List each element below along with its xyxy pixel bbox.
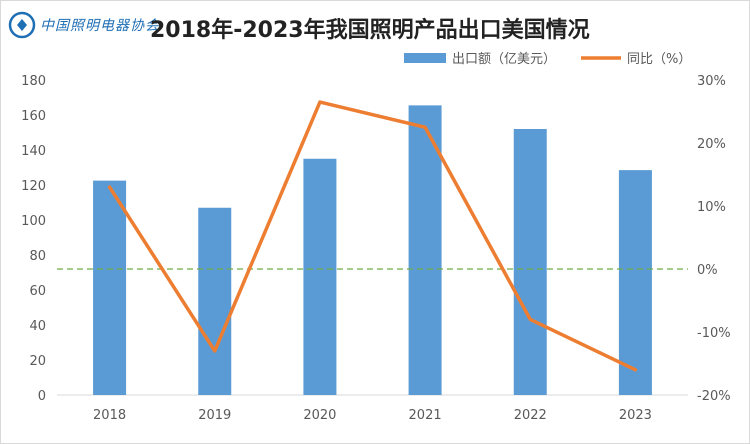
legend-line-label: 同比（%） xyxy=(627,52,691,67)
export-value-bar xyxy=(198,207,232,395)
right-axis-tick-label: 10% xyxy=(697,200,726,215)
association-logo: 中国照明电器协会 xyxy=(8,10,160,40)
right-axis-tick-label: 20% xyxy=(697,137,726,152)
right-axis-tick-label: 30% xyxy=(697,74,726,89)
logo-text: 中国照明电器协会 xyxy=(40,18,160,34)
left-axis-tick-label: 180 xyxy=(21,74,46,89)
export-value-bar xyxy=(408,105,442,395)
left-axis-tick-label: 140 xyxy=(21,144,46,159)
legend: 出口额（亿美元） 同比（%） xyxy=(404,52,691,67)
right-y-axis: -20% -10% 0% 10% 20% 30% xyxy=(697,74,731,404)
export-value-bar xyxy=(618,170,652,395)
export-value-bar xyxy=(303,158,337,395)
right-axis-tick-label: -20% xyxy=(697,389,731,404)
legend-bar-swatch xyxy=(404,53,446,63)
left-axis-tick-label: 160 xyxy=(21,109,46,124)
left-axis-tick-label: 60 xyxy=(29,284,46,299)
x-axis-tick-label: 2021 xyxy=(409,408,442,423)
bar-series xyxy=(93,105,652,395)
left-y-axis: 0 20 40 60 80 100 120 140 160 180 xyxy=(21,74,46,404)
left-axis-tick-label: 80 xyxy=(29,249,46,264)
right-axis-tick-label: -10% xyxy=(697,326,731,341)
logo-mark-icon xyxy=(8,11,36,39)
x-axis: 2018 2019 2020 2021 2022 2023 xyxy=(57,394,688,423)
x-axis-tick-label: 2018 xyxy=(93,408,126,423)
right-axis-tick-label: 0% xyxy=(697,263,718,278)
chart-title: 2018年-2023年我国照明产品出口美国情况 xyxy=(150,18,590,43)
x-axis-tick-label: 2022 xyxy=(514,408,547,423)
legend-bar-label: 出口额（亿美元） xyxy=(452,52,556,67)
yoy-growth-line xyxy=(107,100,638,372)
line-series xyxy=(107,100,638,372)
export-value-bar xyxy=(513,129,547,395)
left-axis-tick-label: 0 xyxy=(38,389,46,404)
left-axis-tick-label: 40 xyxy=(29,319,46,334)
left-axis-tick-label: 20 xyxy=(29,354,46,369)
x-axis-tick-label: 2023 xyxy=(619,408,652,423)
x-axis-tick-label: 2020 xyxy=(303,408,336,423)
x-axis-tick-label: 2019 xyxy=(198,408,231,423)
left-axis-tick-label: 100 xyxy=(21,214,46,229)
left-axis-tick-label: 120 xyxy=(21,179,46,194)
export-value-bar xyxy=(93,180,127,395)
